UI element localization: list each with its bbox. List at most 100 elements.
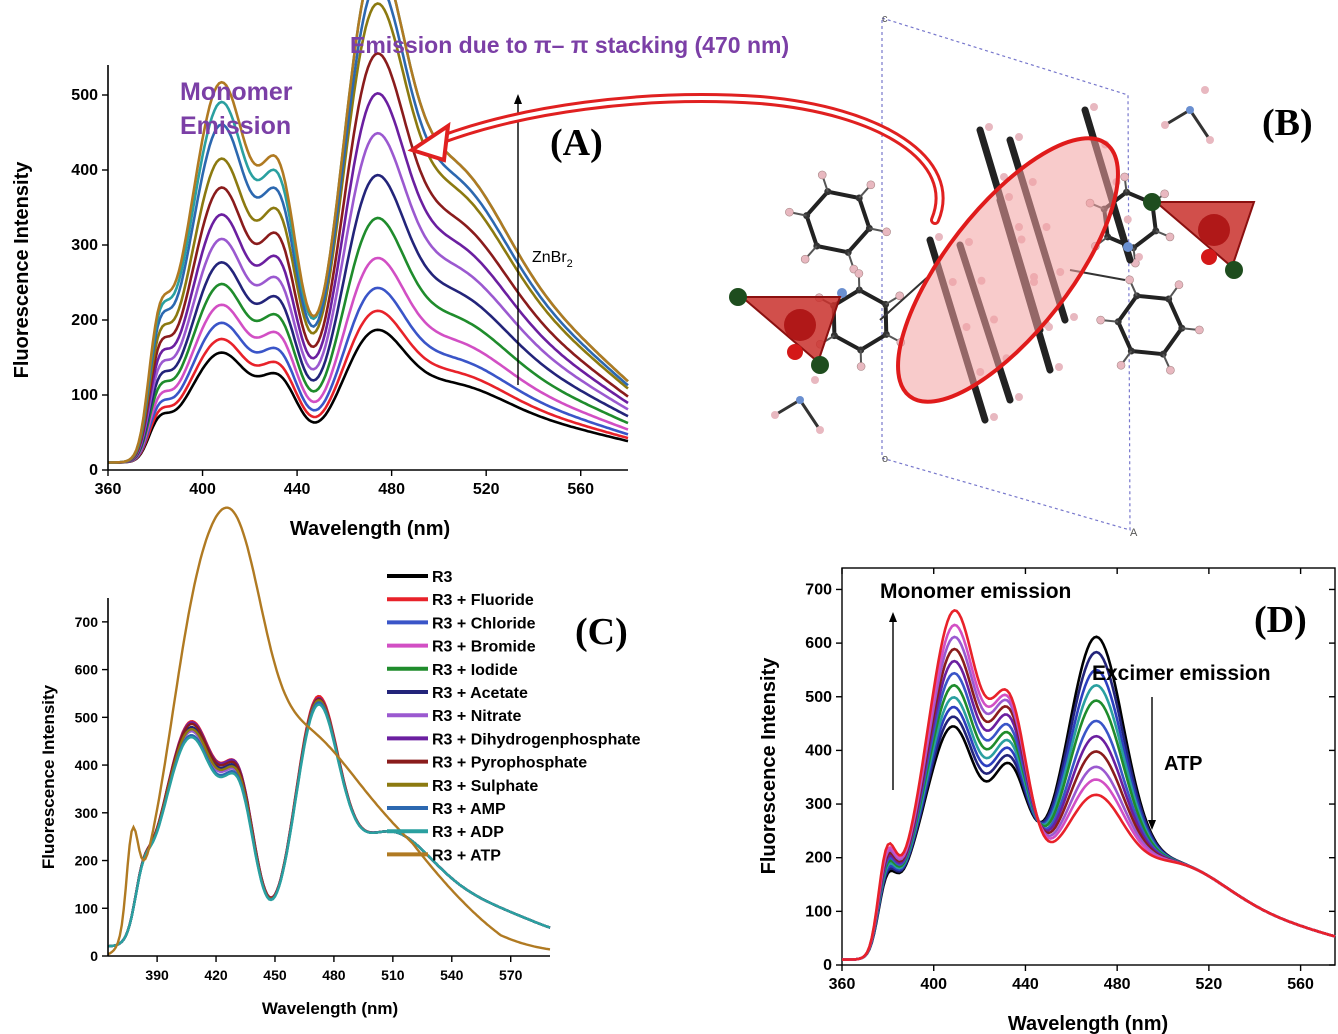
cell-letter-o: o [882, 453, 888, 465]
hydrogen-atom [1161, 121, 1169, 129]
chart-a-xtick-label: 560 [567, 481, 594, 498]
chart-a-xtick-label: 480 [378, 481, 405, 498]
n-bond [879, 274, 931, 321]
chart-a-ylabel: Fluorescence Intensity [11, 161, 33, 379]
hydrogen-atom [1090, 103, 1098, 111]
hydrogen-atom [1174, 280, 1184, 290]
panel-d-label: (D) [1254, 599, 1307, 641]
hydrogen-atom [1201, 86, 1209, 94]
chart-d-ticks: 360 400 440 480 520 560 0 100 200 300 400 500 600 700 [805, 568, 1335, 993]
chart-c-xtick-label: 570 [499, 967, 523, 983]
chart-a-xlabel: Wavelength (nm) [290, 518, 450, 540]
curved-red-arrow-inner [438, 96, 942, 222]
panel-b-label: (B) [1262, 102, 1313, 144]
hydrogen-atom [817, 170, 827, 180]
unit-cell-box [881, 17, 1131, 531]
chart-c-ytick-label: 500 [75, 709, 99, 725]
hydrogen-atom [854, 269, 864, 278]
chart-a-series-line [108, 286, 629, 464]
legend-entry: R3 + Iodide [432, 662, 518, 679]
legend-entry: R3 + ADP [432, 824, 504, 841]
chart-d-ytick-label: 500 [805, 689, 832, 706]
chart-a-series-line [108, 0, 629, 464]
oxygen-atom [787, 344, 803, 360]
chart-a-xtick-label: 360 [95, 481, 122, 498]
chart-c-ytick-label: 400 [75, 757, 99, 773]
chart-d-xtick-label: 400 [920, 976, 947, 993]
zinc-bromide-label: ZnBr2 [532, 249, 573, 270]
chart-c-legend: R3 R3 + Fluoride R3 + Chloride R3 + Bromide… [387, 569, 641, 864]
monomer-emission-note: Monomer emission [880, 580, 1071, 603]
nitrogen-atom [1123, 242, 1133, 252]
bromine-atom [729, 288, 747, 306]
chart-c-xtick-label: 450 [263, 967, 287, 983]
chart-c-xtick-label: 420 [204, 967, 228, 983]
hydrogen-atom [1123, 215, 1132, 224]
chart-d-xtick-label: 480 [1104, 976, 1131, 993]
hydrogen-atom [1160, 189, 1169, 199]
panel-d: 360 400 440 480 520 560 0 100 200 300 400 500 600 700… [758, 567, 1336, 1034]
chart-c-xtick-label: 480 [322, 967, 346, 983]
panel-b: c o A (B) [407, 13, 1313, 539]
hydrogen-atom [816, 426, 824, 434]
chart-a-xtick-label: 520 [473, 481, 500, 498]
chart-c-plot-area [107, 506, 551, 956]
chart-a-series-line [108, 256, 629, 464]
hydrogen-atom [1135, 253, 1143, 261]
cell-letter-c: c [882, 13, 888, 25]
atp-label: ATP [1164, 753, 1203, 775]
hydrogen-atom [800, 254, 810, 264]
chart-c-ticks: 390 420 450 480 510 540 570 0 100 200 300 400 500 600… [75, 614, 523, 983]
chart-a-series-line [108, 2, 629, 464]
zinc-atom [784, 309, 816, 341]
legend-entry: R3 [432, 569, 453, 586]
chart-d-series-line [842, 608, 1336, 961]
benzene-ring [1115, 293, 1185, 357]
legend-entry: R3 + AMP [432, 801, 506, 818]
hydrogen-atom [1125, 275, 1134, 285]
hydrogen-atom [882, 227, 891, 237]
chart-c-series-line [107, 506, 551, 956]
hydrogen-atom [1096, 315, 1105, 325]
legend-entry: R3 + Chloride [432, 615, 536, 632]
hydrogen-atom [1206, 136, 1214, 144]
monomer-emission-label-line1: Monomer [180, 78, 293, 106]
chart-a-series-line [108, 91, 629, 464]
chart-c-ytick-label: 600 [75, 662, 99, 678]
chart-d-ytick-label: 300 [805, 796, 832, 813]
legend-entry: R3 + Bromide [432, 639, 536, 656]
monomer-up-arrow-head [889, 612, 897, 622]
chart-c-xlabel: Wavelength (nm) [262, 999, 398, 1018]
chart-a-xtick-label: 440 [284, 481, 311, 498]
chart-a-series-line [108, 173, 629, 464]
nitrogen-atom [796, 396, 804, 404]
legend-entry: R3 + ATP [432, 847, 501, 864]
excimer-down-arrow-head [1148, 820, 1156, 830]
hydrogen-atom [895, 291, 905, 301]
nitrogen-atom [837, 288, 847, 298]
panel-c: 390 420 450 480 510 540 570 0 100 200 300 400 500 600… [39, 506, 641, 1018]
alkyl-bond [774, 398, 801, 417]
curved-red-arrow-head [407, 121, 451, 163]
hydrogen-atom [771, 411, 779, 419]
chart-d-ytick-label: 0 [823, 957, 832, 974]
hydrogen-atom [811, 376, 819, 384]
pi-stacking-header: Emission due to π– π stacking (470 nm) [350, 32, 789, 58]
chart-a-series-line [108, 0, 629, 464]
zinc-arrow-head [514, 94, 522, 104]
imidazole-ring [831, 287, 889, 353]
chart-a-ytick-label: 400 [71, 162, 98, 179]
hydrogen-atom [1116, 360, 1126, 370]
excimer-emission-note: Excimer emission [1092, 662, 1271, 685]
chart-a-series-line [108, 52, 629, 464]
panel-c-label: (C) [575, 611, 628, 653]
chart-c-xtick-label: 390 [145, 967, 169, 983]
hydrogen-atom [1015, 393, 1023, 401]
monomer-emission-label-line2: Emission [180, 112, 291, 140]
hydrogen-atom [785, 207, 794, 217]
chart-d-ytick-label: 700 [805, 581, 832, 598]
chart-d-xlabel: Wavelength (nm) [1008, 1013, 1168, 1034]
chart-a-ticks: 360 400 440 480 520 560 0 100 200 300 400 500 [71, 87, 594, 498]
chart-a-ytick-label: 300 [71, 237, 98, 254]
